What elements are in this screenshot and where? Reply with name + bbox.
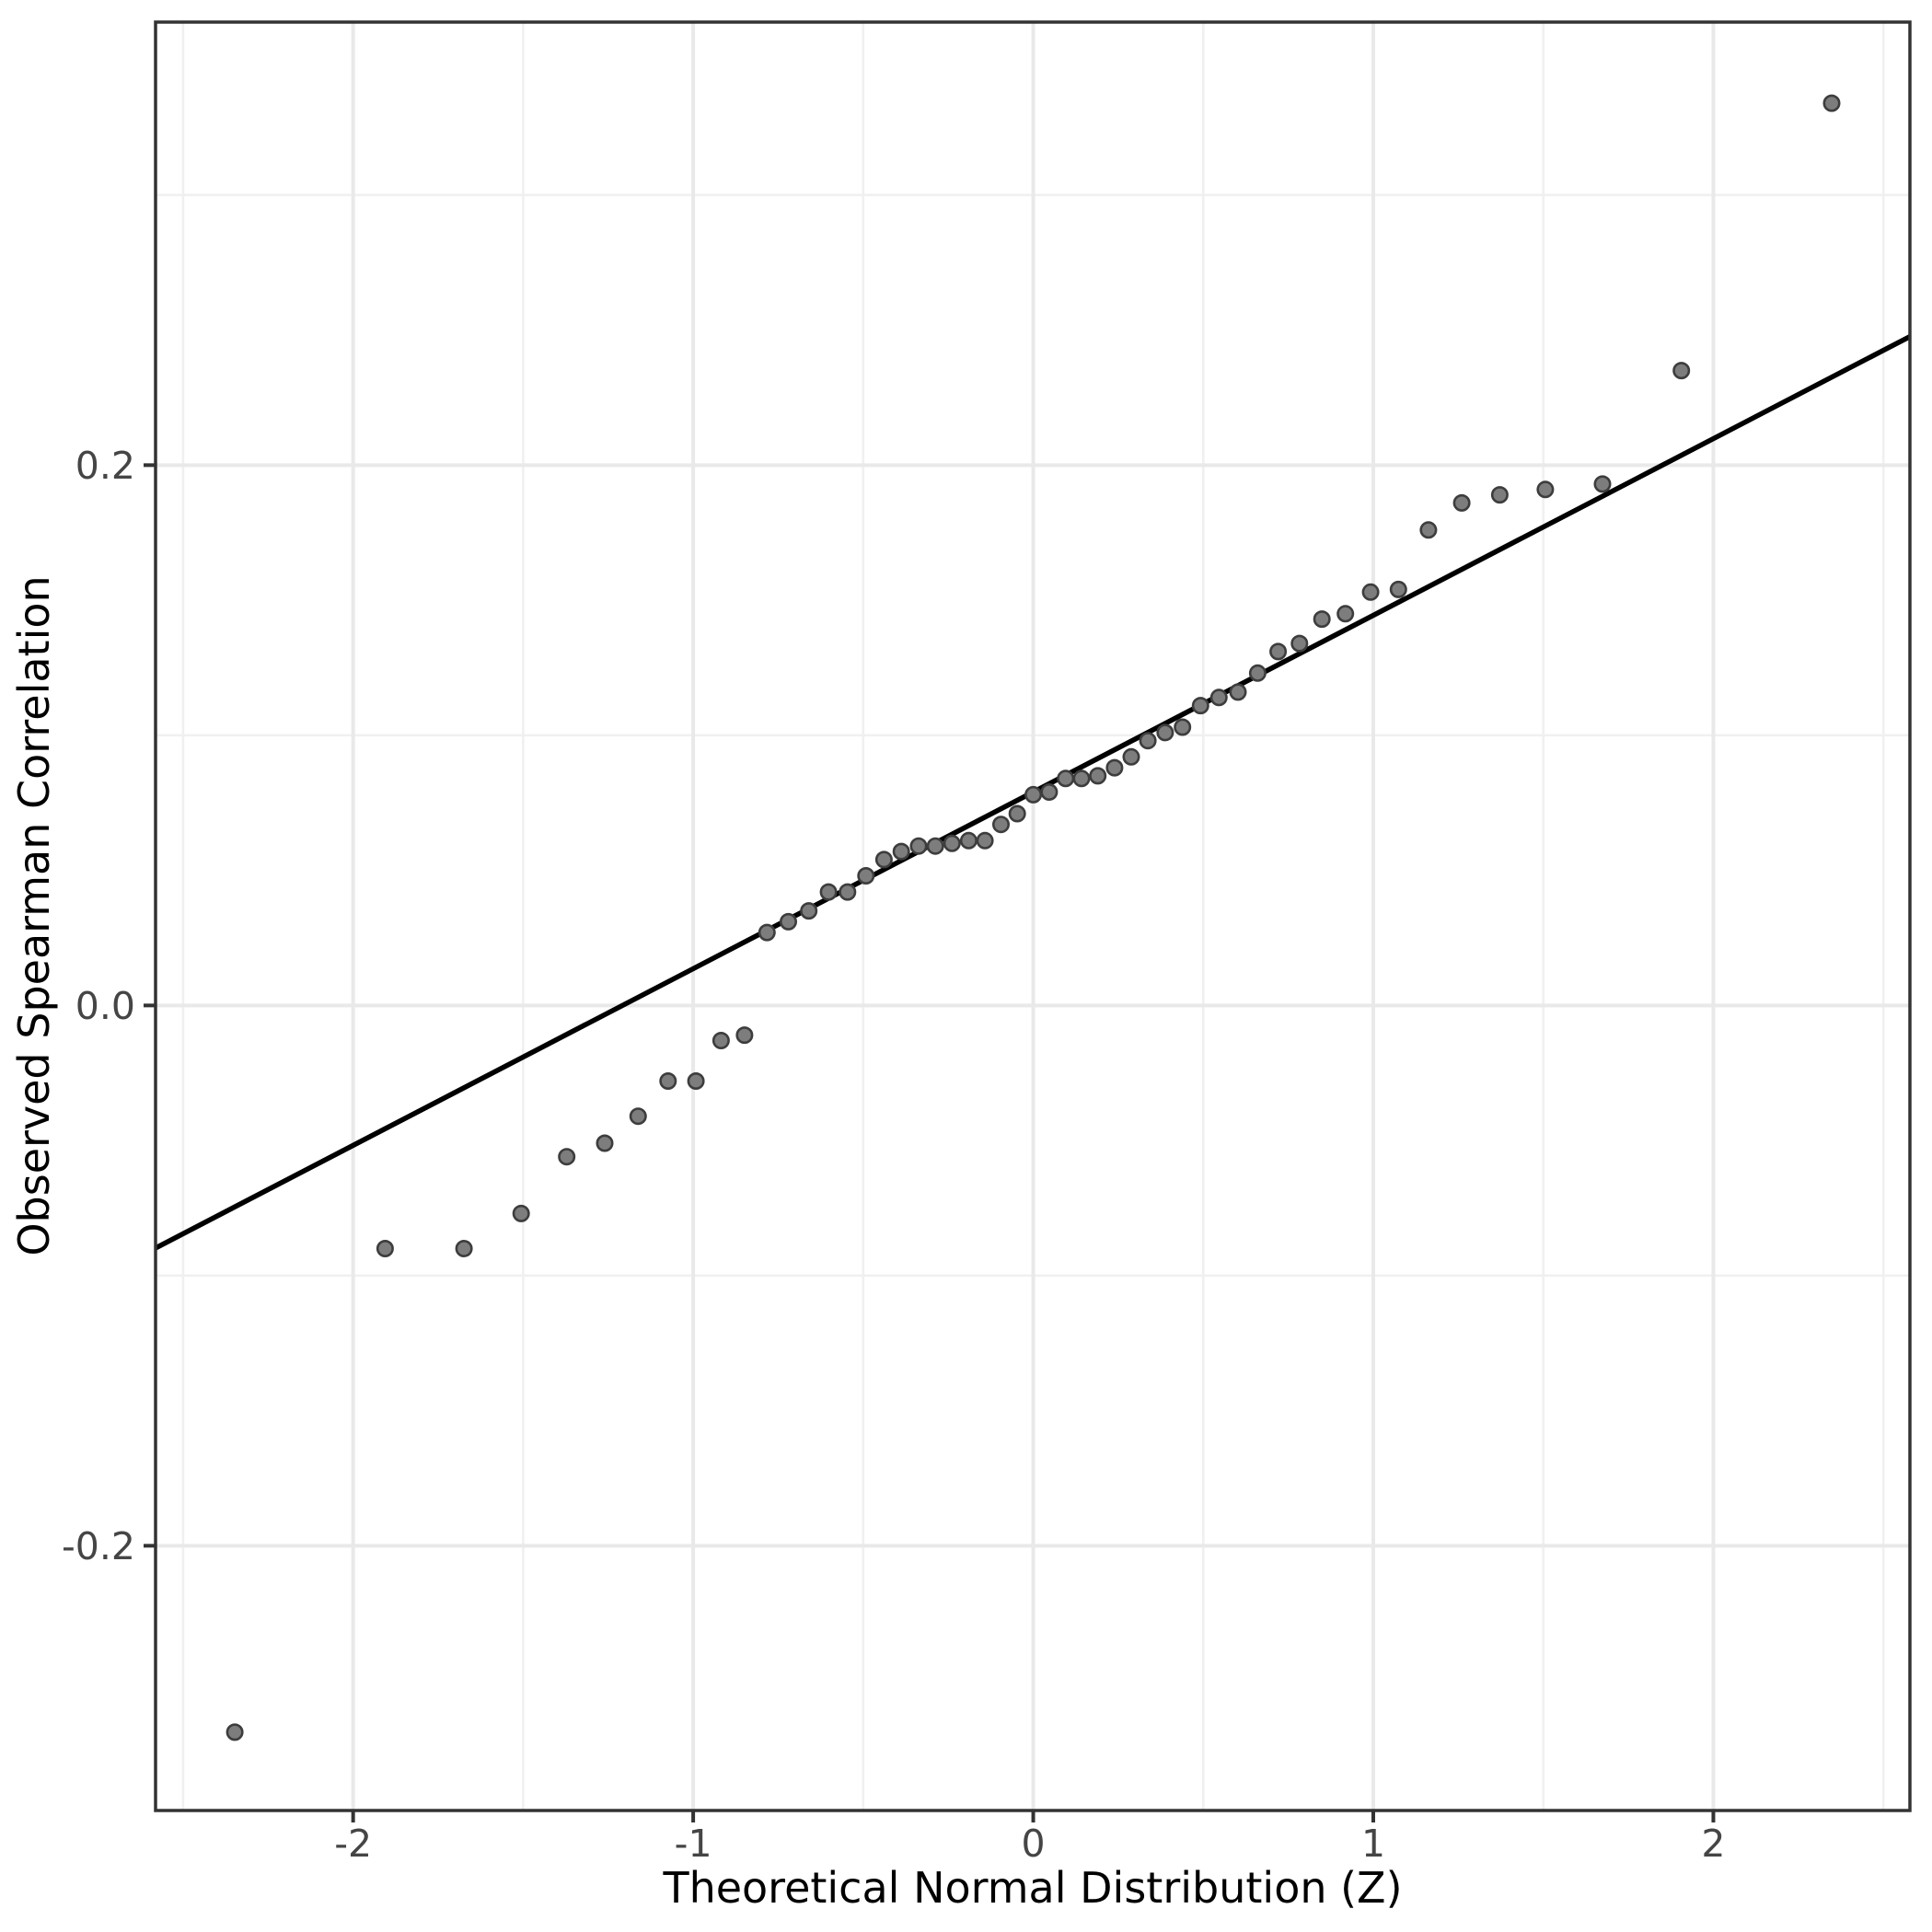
data-point xyxy=(1089,767,1107,785)
data-point xyxy=(659,1072,677,1091)
data-point xyxy=(1389,580,1407,598)
data-point xyxy=(758,923,776,942)
data-point xyxy=(1313,610,1331,629)
data-point xyxy=(1209,688,1228,707)
data-point xyxy=(857,866,875,885)
y-axis-title: Observed Spearman Correlation xyxy=(9,575,59,1255)
data-point xyxy=(976,831,994,850)
data-point xyxy=(992,816,1011,834)
data-point xyxy=(1290,634,1309,653)
data-point xyxy=(839,883,857,901)
tick-labels-layer: -2 -1 0 1 2 0.2 0.0 -0.2 xyxy=(62,444,1726,1866)
y-tick-label: 0.0 xyxy=(75,984,135,1028)
data-point xyxy=(1452,493,1471,512)
minor-gridlines xyxy=(156,22,1910,1811)
data-point xyxy=(1490,486,1509,504)
data-point xyxy=(1122,747,1140,766)
data-point xyxy=(1191,697,1209,715)
data-point xyxy=(1419,521,1438,539)
data-point xyxy=(1156,723,1174,742)
data-point xyxy=(1139,732,1157,750)
data-point xyxy=(1536,480,1555,499)
data-point xyxy=(687,1072,705,1091)
data-point xyxy=(1105,758,1124,777)
data-point xyxy=(1672,362,1691,380)
data-point xyxy=(1008,804,1026,823)
data-point xyxy=(959,831,978,850)
data-point xyxy=(1361,583,1380,601)
data-point xyxy=(1248,664,1267,682)
data-point xyxy=(596,1134,614,1152)
tick-marks-layer xyxy=(144,463,1716,1822)
data-point xyxy=(455,1240,473,1258)
data-point xyxy=(558,1148,576,1166)
data-point xyxy=(819,883,838,901)
data-point xyxy=(779,912,797,931)
data-point xyxy=(376,1240,394,1258)
y-tick-label: -0.2 xyxy=(62,1524,135,1568)
x-tick-label: 1 xyxy=(1361,1822,1385,1866)
x-tick-label: 0 xyxy=(1022,1822,1046,1866)
data-point xyxy=(1072,769,1091,788)
data-point xyxy=(1822,94,1841,112)
data-point xyxy=(1174,718,1192,736)
x-axis-title: Theoretical Normal Distribution (Z) xyxy=(662,1863,1402,1913)
data-point xyxy=(1057,769,1075,788)
data-point xyxy=(874,850,893,869)
major-gridlines xyxy=(156,22,1910,1811)
data-point xyxy=(1269,642,1288,661)
data-points-layer xyxy=(226,94,1841,1741)
y-tick-label: 0.2 xyxy=(75,444,135,488)
data-point xyxy=(909,837,928,855)
data-point xyxy=(629,1107,647,1126)
data-point xyxy=(1336,605,1355,623)
x-tick-label: -2 xyxy=(334,1822,372,1866)
data-point xyxy=(1229,683,1247,701)
data-point xyxy=(1040,782,1059,801)
data-point xyxy=(943,834,961,852)
data-point xyxy=(892,842,910,861)
x-tick-label: -1 xyxy=(675,1822,712,1866)
data-point xyxy=(226,1723,244,1741)
data-point xyxy=(512,1204,530,1222)
data-point xyxy=(735,1026,754,1045)
data-point xyxy=(1024,785,1043,804)
data-point xyxy=(711,1032,730,1050)
data-point xyxy=(800,902,818,920)
x-tick-label: 2 xyxy=(1701,1822,1725,1866)
data-point xyxy=(926,837,944,855)
data-point xyxy=(1593,475,1612,493)
